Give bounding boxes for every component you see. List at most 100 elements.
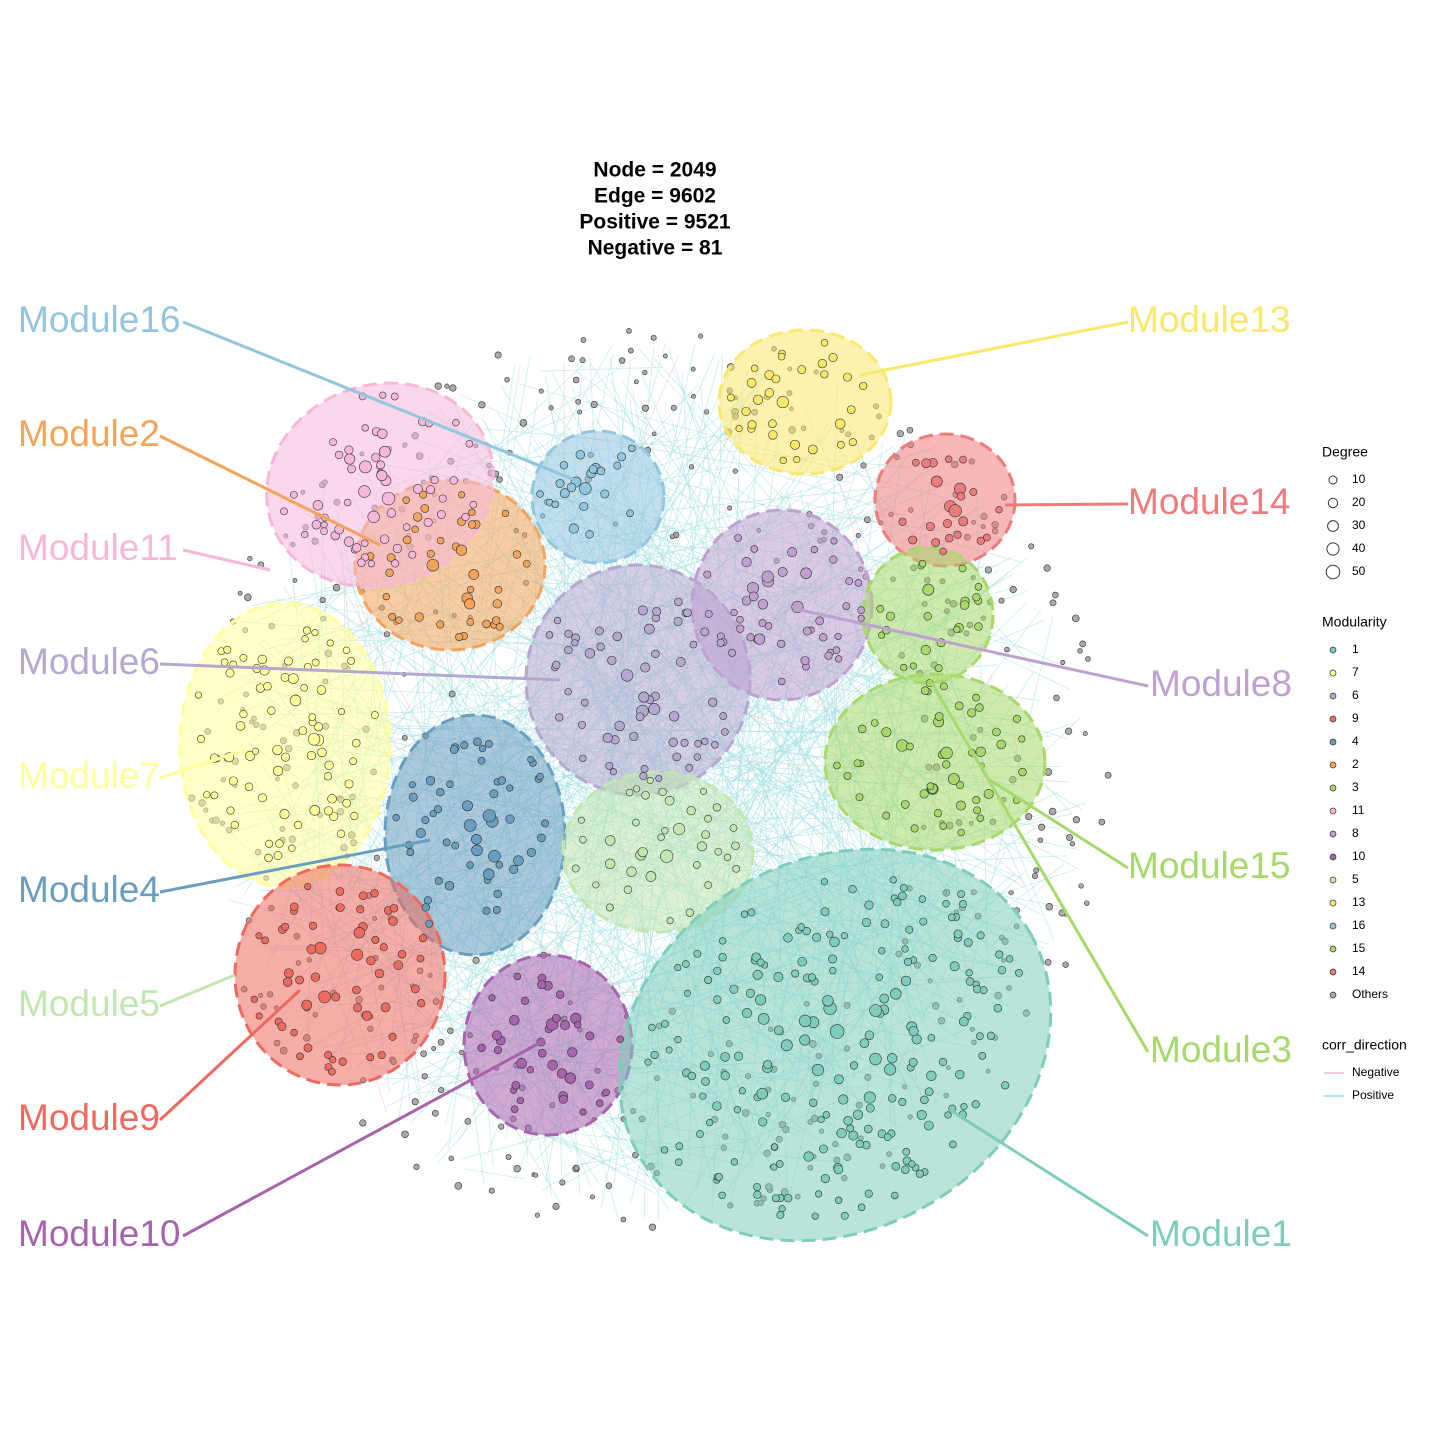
other-node xyxy=(732,468,738,474)
legend-color-key xyxy=(1329,853,1337,861)
module-node xyxy=(235,721,246,731)
module-node xyxy=(397,949,407,959)
other-node xyxy=(1079,640,1087,648)
module-node xyxy=(776,1211,785,1219)
module-node xyxy=(711,741,719,749)
other-node xyxy=(1069,841,1075,847)
module-node xyxy=(771,374,781,384)
module-label: Module13 xyxy=(1128,299,1291,340)
module-node xyxy=(753,633,766,645)
module-node xyxy=(889,876,897,884)
module-node xyxy=(633,785,641,793)
module-node xyxy=(904,957,913,966)
module-node xyxy=(908,1057,918,1067)
module-node xyxy=(777,352,786,361)
module-node xyxy=(360,539,369,547)
module-node xyxy=(303,1043,313,1053)
module-node xyxy=(716,638,725,647)
module-node xyxy=(803,1151,814,1162)
module-node xyxy=(899,884,908,892)
module-label: Module5 xyxy=(18,983,160,1024)
module-node xyxy=(344,445,354,455)
module-node xyxy=(386,508,397,518)
module-node xyxy=(536,772,544,781)
module-node xyxy=(280,672,290,682)
module-node xyxy=(406,848,415,857)
module-node xyxy=(390,392,399,401)
edge xyxy=(576,371,715,476)
module-node xyxy=(777,639,786,649)
label-lines xyxy=(158,320,1150,1238)
module-node xyxy=(408,781,416,789)
module-node xyxy=(953,625,961,633)
label-line xyxy=(182,320,576,482)
legend-label: 4 xyxy=(1352,734,1359,748)
label-line xyxy=(159,748,246,780)
module-node xyxy=(830,537,838,545)
legend-label: 3 xyxy=(1352,780,1359,794)
module-node xyxy=(347,464,356,474)
legend-label: 13 xyxy=(1352,895,1366,909)
module-node xyxy=(413,484,423,494)
module-node xyxy=(359,460,372,474)
module-node xyxy=(516,1096,524,1105)
module-node xyxy=(740,910,749,918)
module-node xyxy=(747,420,757,430)
module-node xyxy=(378,445,391,458)
other-node xyxy=(605,1182,613,1189)
module-node xyxy=(777,677,786,686)
legend-color-key xyxy=(1329,991,1337,999)
module-node xyxy=(878,947,886,955)
module-node xyxy=(995,950,1004,959)
module-node xyxy=(780,1092,790,1102)
module-node xyxy=(455,544,468,556)
module-node xyxy=(261,936,269,945)
module-node xyxy=(875,973,883,981)
module-node xyxy=(923,612,932,621)
module-node xyxy=(484,739,493,748)
module-node xyxy=(538,1049,547,1058)
module-node xyxy=(255,1012,263,1020)
module-node xyxy=(537,980,547,990)
module-node xyxy=(483,868,495,880)
module-node xyxy=(719,937,727,945)
label-line xyxy=(928,679,1150,1053)
module-node xyxy=(279,809,290,820)
module-node xyxy=(976,536,985,545)
module-node xyxy=(553,616,562,625)
other-node xyxy=(449,384,457,392)
other-node xyxy=(1053,694,1060,702)
module-node xyxy=(527,755,535,764)
module-node xyxy=(882,811,891,820)
other-node xyxy=(896,430,904,438)
other-node xyxy=(513,1164,521,1173)
legend-label: 30 xyxy=(1352,518,1366,532)
legend-color-key xyxy=(1329,899,1337,907)
module-node xyxy=(703,570,712,579)
other-node xyxy=(1077,648,1083,654)
module-node xyxy=(764,622,773,630)
module-node xyxy=(488,850,501,863)
module-node xyxy=(878,631,886,639)
module-node xyxy=(331,992,341,1002)
module-node xyxy=(682,960,690,968)
other-node xyxy=(642,369,648,376)
module-node xyxy=(820,878,828,886)
module-node xyxy=(513,972,522,981)
module-node xyxy=(381,491,396,506)
module-node xyxy=(715,1172,723,1181)
module-node xyxy=(575,450,585,460)
other-node xyxy=(498,1123,505,1130)
module-node xyxy=(612,631,623,642)
legend-label: 5 xyxy=(1352,872,1359,886)
other-node xyxy=(855,532,861,538)
module-label: Module15 xyxy=(1128,845,1291,886)
module-node xyxy=(674,964,682,972)
module-node xyxy=(651,649,660,659)
module-node xyxy=(657,833,665,841)
module-node xyxy=(954,701,964,711)
module-node xyxy=(746,633,755,642)
module-node xyxy=(251,747,260,755)
module-node xyxy=(356,905,365,914)
module-node xyxy=(488,994,496,1002)
